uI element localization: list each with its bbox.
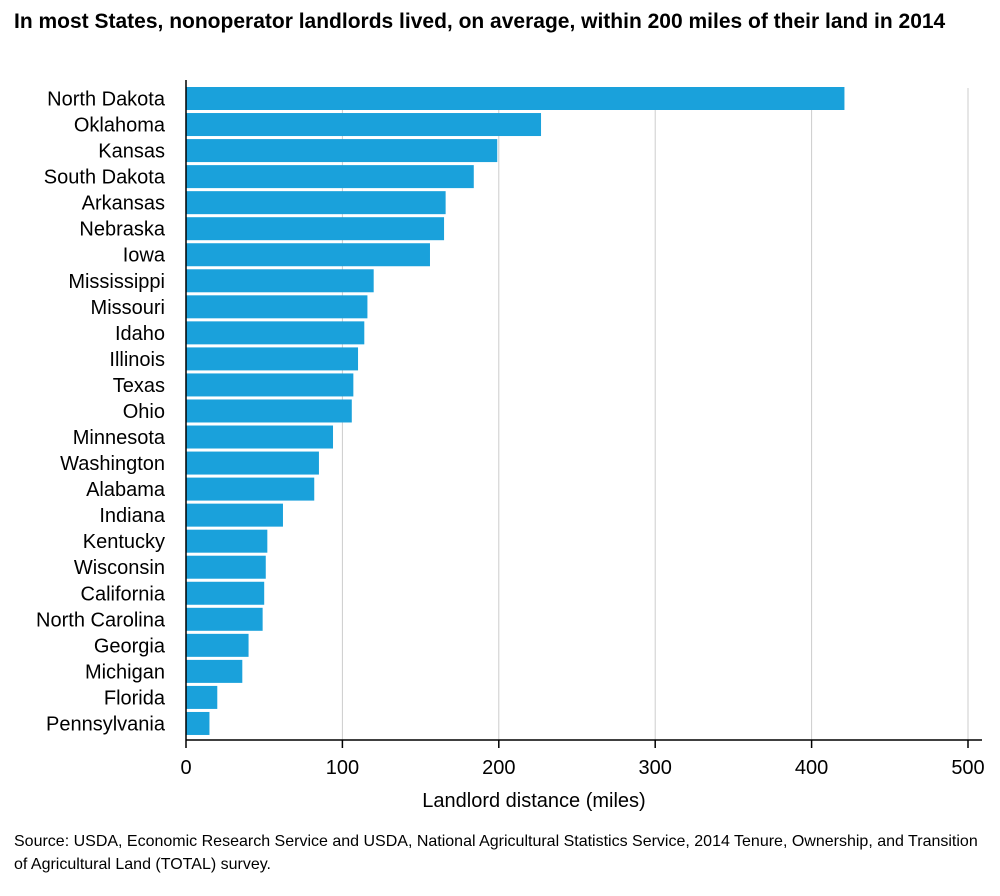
category-label-wisconsin: Wisconsin	[74, 557, 165, 579]
category-label-illinois: Illinois	[109, 349, 165, 371]
category-label-north-carolina: North Carolina	[36, 609, 166, 631]
category-label-mississippi: Mississippi	[68, 271, 165, 293]
bar-illinois	[186, 347, 359, 371]
bar-ohio	[186, 399, 352, 423]
bar-wisconsin	[186, 555, 266, 579]
bar-pennsylvania	[186, 711, 210, 735]
bar-nebraska	[186, 217, 445, 241]
category-label-alabama: Alabama	[86, 479, 166, 501]
category-label-washington: Washington	[60, 453, 165, 475]
bar-iowa	[186, 243, 430, 267]
category-label-california: California	[81, 583, 166, 605]
category-label-indiana: Indiana	[99, 505, 165, 527]
bar-arkansas	[186, 191, 446, 215]
category-label-georgia: Georgia	[94, 635, 166, 657]
bar-minnesota	[186, 425, 334, 449]
category-labels: North Dakota Oklahoma Kansas South Dakota Ar…	[36, 89, 166, 736]
category-label-florida: Florida	[104, 687, 166, 709]
category-label-oklahoma: Oklahoma	[74, 115, 166, 137]
chart-title: In most States, nonoperator landlords li…	[14, 10, 946, 33]
bar-florida	[186, 685, 218, 709]
bar-washington	[186, 451, 319, 475]
category-label-minnesota: Minnesota	[73, 427, 166, 449]
x-tick-label-400: 400	[795, 757, 828, 779]
category-label-north-dakota: North Dakota	[47, 89, 166, 111]
bar-mississippi	[186, 269, 374, 293]
bar-oklahoma	[186, 113, 542, 137]
x-tick-label-500: 500	[951, 757, 984, 779]
category-label-south-dakota: South Dakota	[44, 167, 166, 189]
x-axis-title: Landlord distance (miles)	[422, 790, 645, 812]
bar-kentucky	[186, 529, 268, 553]
bar-north-carolina	[186, 607, 263, 631]
category-label-michigan: Michigan	[85, 661, 165, 683]
bar-indiana	[186, 503, 283, 527]
x-tick-label-0: 0	[180, 757, 191, 779]
bar-georgia	[186, 633, 249, 657]
category-label-texas: Texas	[113, 375, 165, 397]
x-tick-label-300: 300	[639, 757, 672, 779]
category-label-kansas: Kansas	[98, 141, 165, 163]
category-label-kentucky: Kentucky	[83, 531, 165, 553]
bars	[186, 87, 845, 735]
bar-missouri	[186, 295, 368, 319]
category-label-idaho: Idaho	[115, 323, 165, 345]
bar-idaho	[186, 321, 365, 345]
x-axis: 0 100 200 300 400 500	[180, 80, 985, 779]
bar-north-dakota	[186, 87, 845, 110]
source-note: Source: USDA, Economic Research Service …	[14, 833, 978, 873]
category-label-arkansas: Arkansas	[82, 193, 165, 215]
bar-california	[186, 581, 265, 605]
category-label-pennsylvania: Pennsylvania	[46, 713, 166, 735]
x-tick-label-100: 100	[326, 757, 359, 779]
x-tick-label-200: 200	[482, 757, 515, 779]
bar-texas	[186, 373, 354, 397]
bar-kansas	[186, 139, 498, 163]
category-label-iowa: Iowa	[123, 245, 166, 267]
category-label-ohio: Ohio	[123, 401, 165, 423]
bar-alabama	[186, 477, 315, 501]
bar-south-dakota	[186, 165, 474, 189]
category-label-nebraska: Nebraska	[79, 219, 165, 241]
category-label-missouri: Missouri	[91, 297, 165, 319]
bar-michigan	[186, 659, 243, 683]
